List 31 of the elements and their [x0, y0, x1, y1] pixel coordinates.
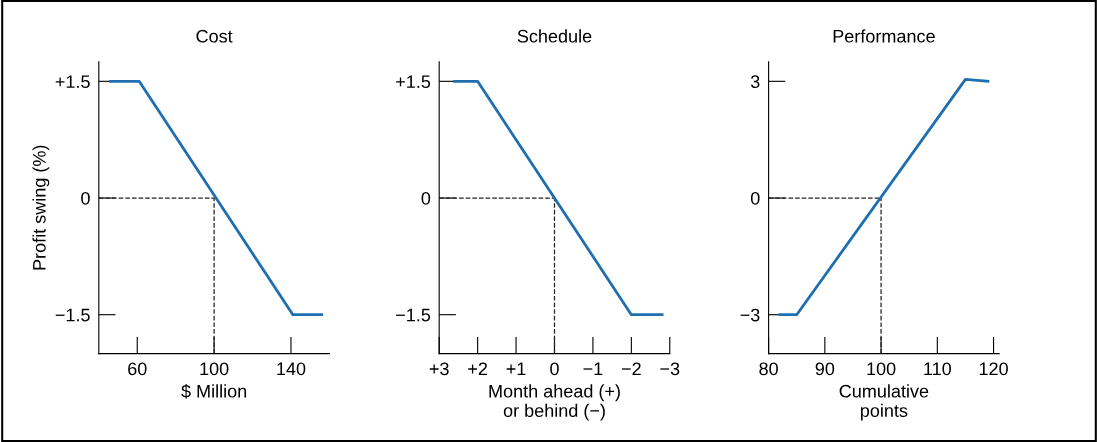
x-tick-label: −2 [621, 362, 641, 376]
x-tick-label: 0 [550, 362, 559, 376]
y-tick-label: −1.5 [55, 308, 90, 322]
y-axis-title: Profit swing (%) [32, 145, 50, 270]
x-tick-label: 140 [277, 362, 306, 376]
y-tick-label: +1.5 [396, 75, 431, 89]
chart-title: Performance [833, 29, 935, 43]
x-tick-label: 120 [979, 362, 1008, 376]
x-tick-label: +1 [506, 362, 526, 376]
x-tick-label: 100 [867, 362, 896, 376]
chart-title: Cost [196, 29, 233, 43]
x-tick-label: −1 [583, 362, 603, 376]
x-tick-label: 90 [815, 362, 835, 376]
x-tick-label: 110 [924, 362, 952, 376]
y-tick-label: 0 [750, 191, 760, 205]
chart-title: Schedule [517, 29, 592, 43]
y-tick-label: −1.5 [396, 308, 431, 322]
y-tick-label: 3 [750, 75, 760, 89]
x-axis-title: $ Million [181, 384, 247, 399]
y-tick-label: +1.5 [55, 75, 90, 89]
x-tick-label: 100 [200, 362, 229, 376]
x-tick-label: +2 [468, 362, 488, 376]
x-tick-label: −3 [660, 362, 680, 376]
x-tick-label: +3 [429, 362, 449, 376]
y-tick-label: 0 [421, 191, 431, 205]
x-tick-label: 60 [128, 362, 147, 376]
x-axis-title: Cumulative points [839, 384, 929, 421]
y-tick-label: −3 [740, 308, 760, 322]
x-tick-label: 80 [759, 362, 778, 376]
x-axis-title: Month ahead (+) or behind (−) [489, 384, 620, 421]
y-tick-label: 0 [81, 191, 90, 205]
